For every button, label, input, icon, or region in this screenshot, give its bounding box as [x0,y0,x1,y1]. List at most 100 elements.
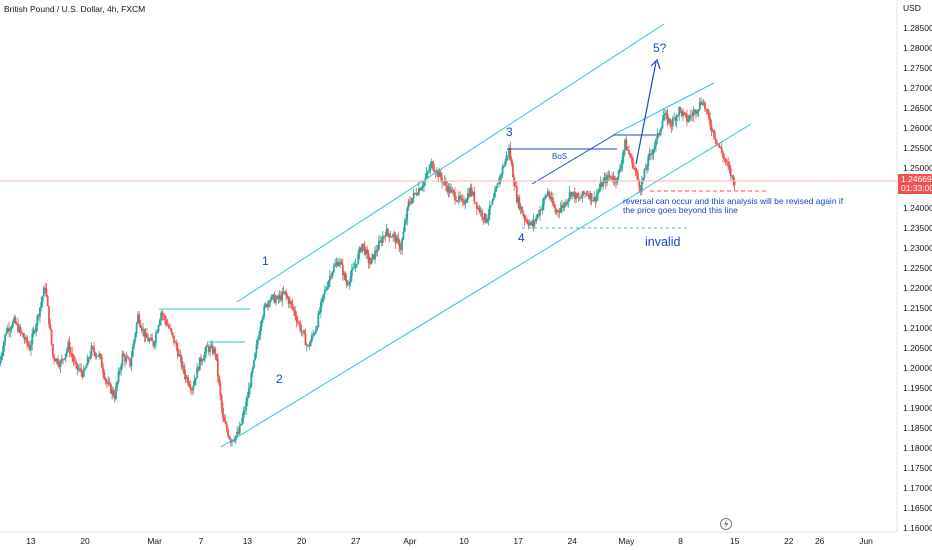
candle [606,171,608,187]
candle-body [402,231,405,240]
candle-body [549,196,552,200]
candle [219,379,222,401]
candle-body [696,111,699,114]
candle-body [722,152,724,158]
lightning-icon[interactable] [720,518,732,530]
wave5-arrow-shaft[interactable] [635,61,657,165]
candle [417,181,420,197]
candle-body [564,202,567,205]
candle-body [201,360,204,362]
candle-body [621,157,624,166]
candle [497,177,500,185]
candle-body [310,335,313,342]
candle-body [320,302,322,312]
candle-body [143,328,146,338]
candle-body [619,168,621,172]
candle [482,216,485,226]
candle [198,357,201,371]
candle [60,354,63,364]
candle-body [591,200,594,202]
candle [254,352,257,361]
candle [162,312,165,321]
candle [55,358,58,365]
candle-body [544,196,547,199]
candle [166,319,169,327]
candle [178,349,181,357]
upper-channel-line[interactable] [236,23,665,303]
candle-body [421,186,424,188]
candle [271,293,273,301]
candle-body [733,180,736,185]
candle [276,294,278,300]
candle-body [635,170,638,174]
candle-body [54,359,57,362]
candle [21,330,23,335]
candle [554,204,557,215]
candle-body [586,193,589,195]
candle [40,296,43,312]
candle [250,371,253,388]
candle-body [493,190,496,198]
candle [50,329,53,346]
candle-body [463,199,465,205]
wave5-trend-line[interactable] [531,134,615,185]
candle-body [69,352,72,354]
candle-body [394,235,397,244]
candle-body [509,148,512,159]
candle [481,208,483,222]
candle-body [329,275,331,282]
candle [457,191,460,205]
candle-body [582,191,585,195]
candle [666,108,669,127]
candle [100,354,103,368]
price-axis[interactable]: 1.28500 1.28000 1.27500 1.27000 1.26500 1.260… [903,23,932,533]
candle-body [263,306,266,317]
candle-body [196,367,199,378]
candle-body [555,210,558,213]
candle [430,158,433,169]
candle [180,354,183,370]
time-axis[interactable]: 13 20 Mar 7 13 20 27 Apr 10 17 24 May 8 15 22 26 Jun [26,536,873,546]
candle-body [19,327,22,332]
candle [729,164,732,182]
candle-body [17,323,19,332]
candle-body [700,101,703,105]
candle [634,165,637,176]
candle-body [335,262,338,265]
candle [539,206,541,221]
candle-body [406,207,409,220]
wave5-channel-line[interactable] [612,82,715,136]
candle [397,231,400,246]
candle-body [470,187,473,195]
candle [637,169,639,181]
candle [336,258,339,267]
candle [301,330,304,337]
candle [390,235,393,238]
candle-body [206,346,209,347]
candle-body [167,325,170,328]
candle-body [718,144,721,147]
plot-area[interactable] [0,0,897,532]
candle [171,331,174,339]
candle-body [216,359,219,377]
candle [170,327,173,336]
candle [733,177,736,190]
candle-body [250,372,253,388]
candle [535,215,538,224]
candle [406,206,409,226]
candle [630,153,633,164]
candle-body [368,262,371,265]
candle-body [729,168,732,177]
lower-channel-line[interactable] [220,123,752,448]
candle-body [526,219,529,223]
candle [152,340,155,349]
candle-body [611,178,614,180]
candle [86,354,89,366]
candle-body [503,166,505,167]
candle [149,333,152,341]
candle-body [457,195,460,201]
candle-body [490,204,492,206]
candle-body [241,417,244,424]
